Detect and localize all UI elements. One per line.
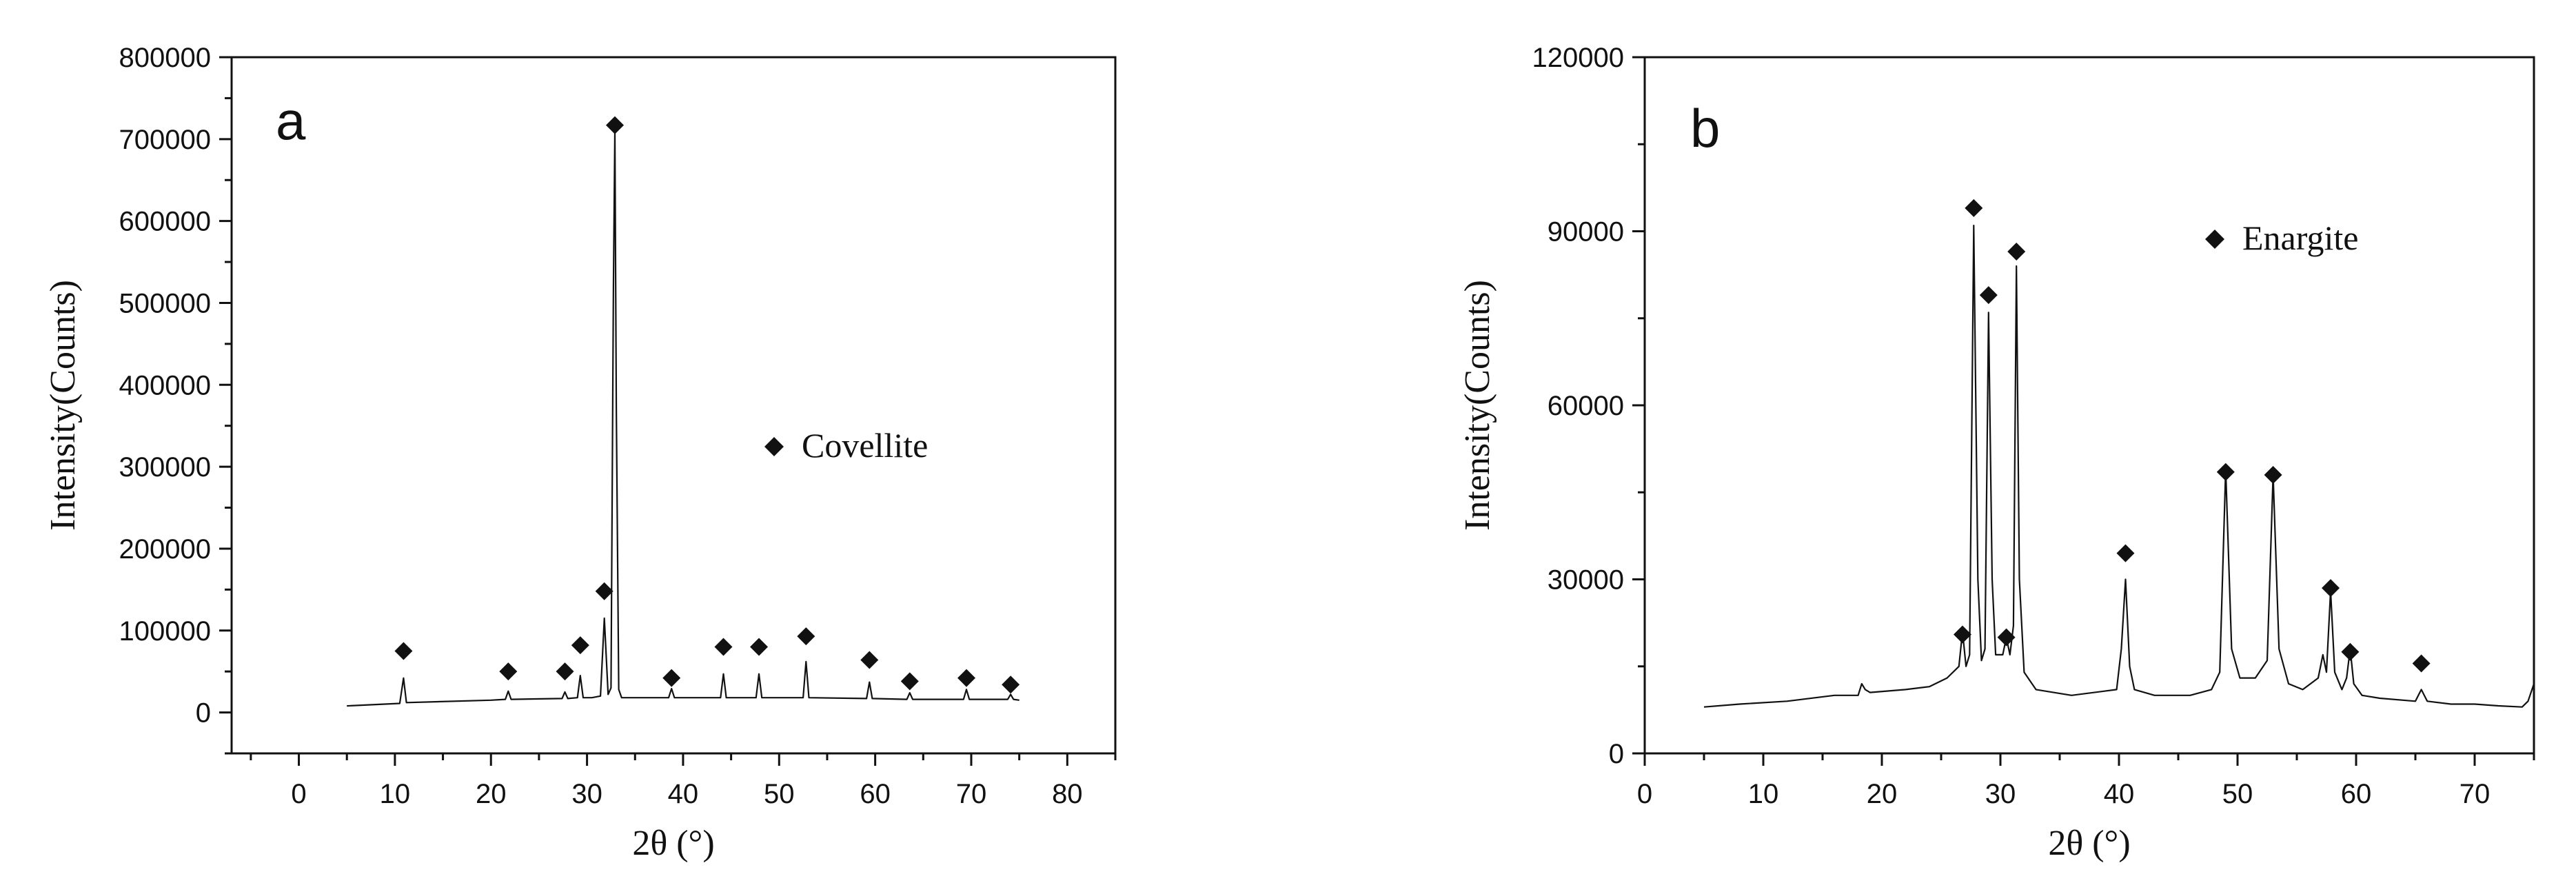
legend-diamond-icon xyxy=(764,437,784,456)
peak-marker xyxy=(2116,544,2135,562)
y-tick-label: 100000 xyxy=(119,616,211,647)
y-tick-label: 30000 xyxy=(1548,565,1624,596)
x-tick-label: 30 xyxy=(571,779,602,809)
legend-label: Covellite xyxy=(802,426,928,465)
x-tick-label: 0 xyxy=(1637,779,1652,809)
y-tick-label: 0 xyxy=(1609,739,1624,769)
x-tick-label: 50 xyxy=(2222,779,2253,809)
peak-marker xyxy=(714,638,733,656)
legend-label: Enargite xyxy=(2242,219,2358,257)
peak-marker xyxy=(1979,286,1998,305)
x-tick-label: 30 xyxy=(1985,779,2016,809)
panel-a-covellite-chart: 0 10 20 30 40 50 60 70 80 0 100000 200000 300000 4000… xyxy=(43,43,1117,863)
peak-marker xyxy=(1997,628,2016,647)
peak-marker xyxy=(900,672,919,691)
y-tick-label: 60000 xyxy=(1548,391,1624,421)
x-tick-label: 70 xyxy=(2460,779,2491,809)
y-tick-label: 300000 xyxy=(119,452,211,482)
peak-marker xyxy=(394,642,413,660)
peak-marker xyxy=(957,669,976,687)
diffraction-trace xyxy=(1703,225,2535,708)
x-axis-title: 2θ (°) xyxy=(632,824,714,863)
x-tick-label: 0 xyxy=(291,779,306,809)
x-tick-label: 20 xyxy=(1867,779,1898,809)
y-tick-label: 700000 xyxy=(119,125,211,155)
peak-marker xyxy=(662,669,681,687)
x-tick-label: 80 xyxy=(1052,779,1083,809)
y-tick-label: 120000 xyxy=(1532,43,1624,73)
x-tick-label: 40 xyxy=(668,779,699,809)
peak-marker xyxy=(1953,625,1971,644)
peak-marker xyxy=(595,582,613,600)
x-tick-label: 60 xyxy=(860,779,891,809)
plot-frame xyxy=(1643,56,2535,755)
y-tick-label: 90000 xyxy=(1548,217,1624,247)
peak-marker xyxy=(556,662,574,681)
y-tick-label: 200000 xyxy=(119,534,211,565)
x-tick-label: 50 xyxy=(764,779,795,809)
y-tick-label: 0 xyxy=(196,698,211,729)
legend-diamond-icon xyxy=(2205,230,2224,249)
panel-label: b xyxy=(1690,98,1720,159)
peak-marker xyxy=(1965,199,1983,217)
x-tick-label: 70 xyxy=(956,779,987,809)
peak-marker xyxy=(2341,642,2360,661)
peak-marker xyxy=(1002,675,1020,694)
x-axis-title: 2θ (°) xyxy=(2048,824,2130,863)
y-axis-title: Intensity(Counts) xyxy=(1458,280,1497,531)
peak-marker xyxy=(2007,242,2026,261)
peak-marker xyxy=(797,627,815,646)
peak-marker xyxy=(605,116,624,134)
peak-marker xyxy=(499,662,518,681)
x-tick-label: 20 xyxy=(476,779,507,809)
panel-label: a xyxy=(276,90,306,151)
y-axis-title: Intensity(Counts) xyxy=(43,280,83,531)
peak-marker xyxy=(2216,463,2235,481)
x-tick-label: 40 xyxy=(2104,779,2135,809)
x-tick-label: 60 xyxy=(2341,779,2372,809)
y-tick-label: 600000 xyxy=(119,207,211,237)
peak-marker xyxy=(860,651,879,669)
y-tick-label: 400000 xyxy=(119,370,211,400)
peak-marker xyxy=(750,638,769,656)
x-tick-label: 10 xyxy=(380,779,411,809)
panel-b-enargite-chart: 0 10 20 30 40 50 60 70 0 30000 60000 90000 120000 2θ … xyxy=(1458,43,2535,863)
peak-marker xyxy=(2264,466,2282,484)
peak-marker xyxy=(2412,654,2431,673)
y-tick-label: 500000 xyxy=(119,288,211,318)
plot-frame xyxy=(230,56,1117,755)
peak-marker xyxy=(571,636,589,655)
x-tick-label: 10 xyxy=(1748,779,1779,809)
peak-marker xyxy=(2322,579,2340,598)
y-tick-label: 800000 xyxy=(119,43,211,73)
diffraction-trace xyxy=(347,130,1020,707)
